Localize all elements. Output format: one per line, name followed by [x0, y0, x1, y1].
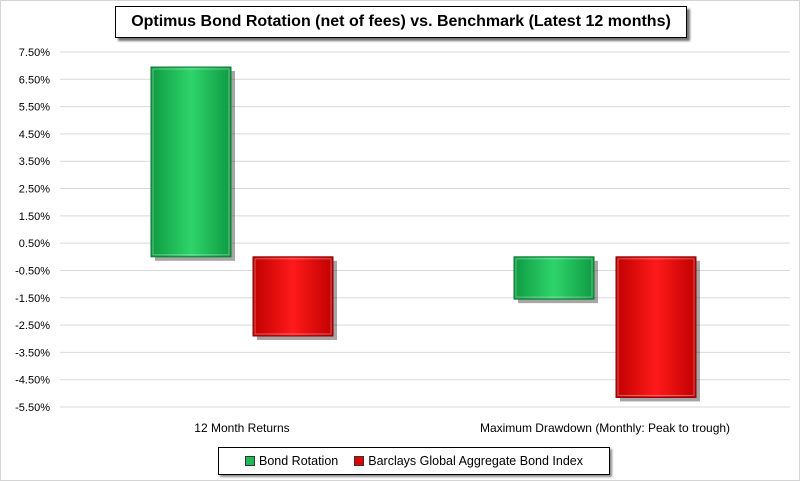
- y-tick-label: -0.50%: [15, 265, 50, 277]
- y-tick-label: -4.50%: [15, 375, 50, 387]
- x-category-label: 12 Month Returns: [194, 421, 289, 435]
- bar-bevel: [152, 68, 230, 256]
- y-tick-label: 6.50%: [19, 74, 50, 86]
- bar-bevel: [515, 258, 593, 298]
- legend-item-bond-rotation: Bond Rotation: [245, 454, 338, 468]
- chart-title: Optimus Bond Rotation (net of fees) vs. …: [115, 6, 687, 38]
- legend-swatch-red: [354, 456, 365, 466]
- y-tick-label: 1.50%: [19, 211, 50, 223]
- y-tick-label: 4.50%: [19, 129, 50, 141]
- y-tick-label: -1.50%: [15, 293, 50, 305]
- legend-label: Bond Rotation: [259, 454, 339, 468]
- bar-bond-rotation-1: [513, 256, 595, 300]
- bar-bevel: [254, 258, 332, 335]
- bar-bond-rotation-0: [150, 66, 232, 258]
- chart-legend: Bond Rotation Barclays Global Aggregate …: [218, 447, 610, 475]
- legend-label: Barclays Global Aggregate Bond Index: [368, 454, 583, 468]
- legend-swatch-green: [245, 456, 256, 466]
- bar-barclays-0: [252, 256, 334, 337]
- legend-item-barclays: Barclays Global Aggregate Bond Index: [354, 454, 583, 468]
- y-tick-label: 5.50%: [19, 102, 50, 114]
- x-category-label: Maximum Drawdown (Monthly: Peak to troug…: [480, 421, 730, 435]
- y-tick-label: 2.50%: [19, 184, 50, 196]
- y-tick-label: 7.50%: [19, 47, 50, 59]
- bar-barclays-1: [615, 256, 697, 398]
- bar-bevel: [617, 258, 695, 396]
- y-tick-label: -5.50%: [15, 402, 50, 414]
- y-tick-label: 0.50%: [19, 238, 50, 250]
- y-tick-label: -3.50%: [15, 347, 50, 359]
- y-tick-label: 3.50%: [19, 156, 50, 168]
- y-tick-label: -2.50%: [15, 320, 50, 332]
